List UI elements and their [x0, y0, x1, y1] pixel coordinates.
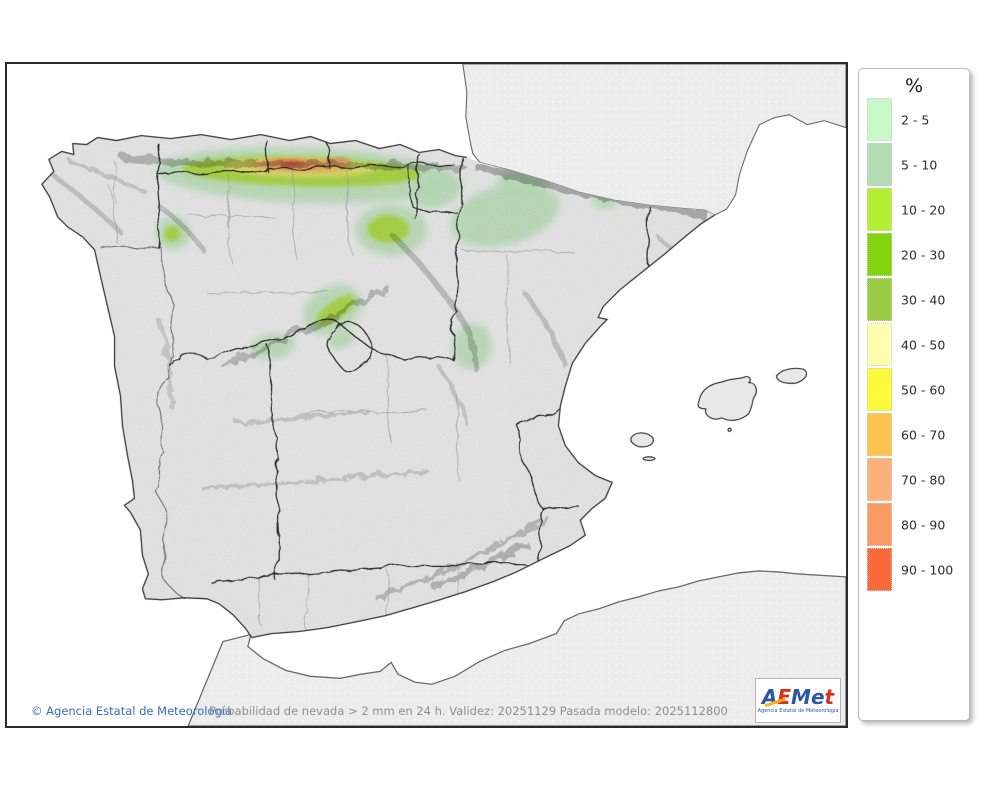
legend-color-swatch	[867, 323, 892, 366]
legend-item: 20 - 30	[859, 232, 969, 277]
snow-probability-overlay	[156, 147, 619, 370]
legend-item: 40 - 50	[859, 322, 969, 367]
snow-prob-blob-east-iberian-system	[451, 323, 492, 370]
logo-letter: t	[824, 684, 835, 709]
legend-range-label: 10 - 20	[901, 202, 946, 217]
legend-item: 70 - 80	[859, 457, 969, 502]
legend-item: 50 - 60	[859, 367, 969, 412]
legend-color-swatch	[867, 413, 892, 456]
snow-prob-blob-gredos	[250, 332, 296, 360]
legend-range-label: 5 - 10	[901, 157, 938, 172]
legend-range-label: 20 - 30	[901, 247, 946, 262]
snow-prob-blob-rioja-burgos-extension	[450, 182, 560, 248]
legend-range-label: 30 - 40	[901, 292, 946, 307]
aemet-logo-subtitle: Agencia Estatal de Meteorología	[757, 707, 839, 714]
legend-range-label: 60 - 70	[901, 427, 946, 442]
legend-color-swatch	[867, 278, 892, 321]
snow-prob-blob-band-east-bulge	[412, 173, 462, 209]
legend-item: 5 - 10	[859, 142, 969, 187]
logo-letter: M	[791, 684, 811, 709]
legend-color-swatch	[867, 503, 892, 546]
legend-range-label: 70 - 80	[901, 472, 946, 487]
logo-letter: E	[777, 684, 792, 709]
snow-prob-blob-picos-core-east	[323, 157, 350, 166]
snow-prob-blob-picos-max	[279, 159, 304, 167]
logo-letter: e	[810, 684, 825, 709]
legend-color-swatch	[867, 143, 892, 186]
legend-item: 80 - 90	[859, 502, 969, 547]
legend-color-swatch	[867, 458, 892, 501]
snow-prob-blob-guadarrama-south	[327, 329, 355, 349]
legend-rows: 2 - 5 5 - 10 10 - 20 20 - 30 30 - 40 40 - 50 5…	[859, 97, 969, 592]
legend-color-swatch	[867, 188, 892, 231]
legend-color-swatch	[867, 233, 892, 276]
probability-legend: % 2 - 5 5 - 10 10 - 20 20 - 30 30 - 40 40 - 5…	[858, 68, 970, 721]
aemet-logo: AEMet Agencia Estatal de Meteorología	[755, 678, 841, 723]
legend-range-label: 50 - 60	[901, 382, 946, 397]
copyright-label: © Agencia Estatal de Meteorología	[31, 703, 233, 718]
legend-item: 90 - 100	[859, 547, 969, 592]
legend-range-label: 90 - 100	[901, 562, 954, 577]
africa-landmass	[187, 570, 846, 726]
iberia-coastline	[41, 133, 715, 639]
model-info-label: Probabilidad de nevada > 2 mm en 24 h. V…	[209, 703, 728, 718]
legend-color-swatch	[867, 368, 892, 411]
aemet-logo-wordmark: AEMet	[762, 684, 835, 709]
legend-range-label: 40 - 50	[901, 337, 946, 352]
legend-title: %	[904, 75, 924, 97]
legend-range-label: 80 - 90	[901, 517, 946, 532]
snow-prob-blob-leon-core	[164, 226, 181, 242]
legend-range-label: 2 - 5	[901, 112, 930, 127]
map-frame: © Agencia Estatal de Meteorología Probab…	[5, 62, 848, 728]
balearic-islands	[630, 367, 808, 462]
legend-item: 30 - 40	[859, 277, 969, 322]
snow-prob-blob-demanda-core	[367, 215, 410, 243]
portugal-spain-border	[100, 244, 185, 599]
iberia-map-canvas	[7, 64, 846, 726]
legend-color-swatch	[867, 98, 892, 141]
legend-item: 10 - 20	[859, 187, 969, 232]
legend-color-swatch	[867, 548, 892, 591]
legend-item: 2 - 5	[859, 97, 969, 142]
legend-item: 60 - 70	[859, 412, 969, 457]
